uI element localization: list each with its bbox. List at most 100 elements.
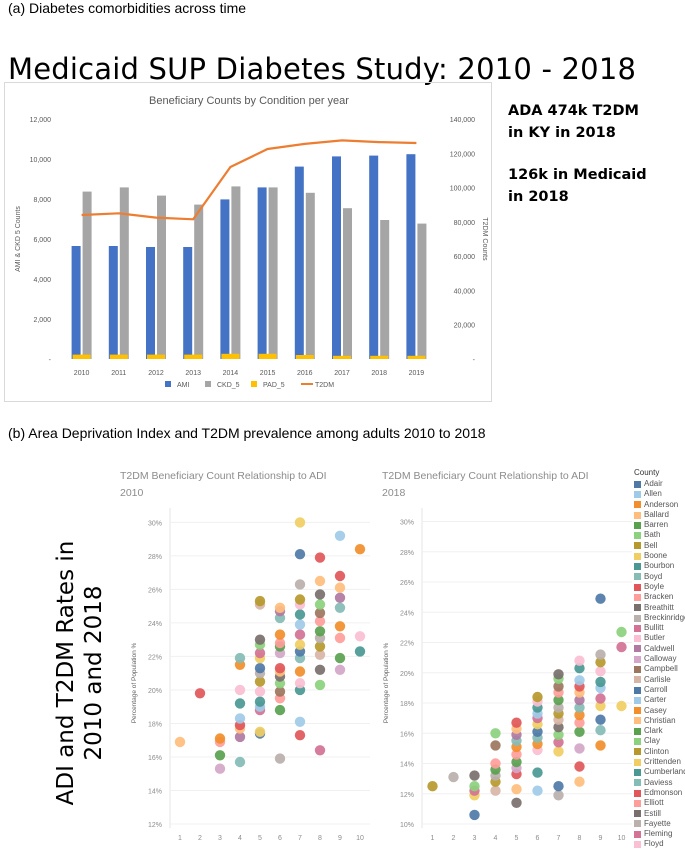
legend-swatch (634, 552, 641, 560)
scatter-point (532, 726, 543, 737)
legend-label: PAD_5 (263, 382, 285, 389)
scatter-point (490, 758, 501, 769)
scatter-x-tick: 5 (515, 835, 519, 842)
legend-label: CKD_5 (217, 382, 240, 389)
legend-item: Bath (634, 530, 684, 540)
legend-label: Butler (644, 633, 665, 643)
scatter-x-tick: 6 (278, 835, 282, 842)
legend-swatch (634, 593, 641, 601)
scatter-point (254, 696, 266, 707)
legend-item: Breckinridge (634, 613, 685, 623)
legend-swatch (634, 779, 641, 787)
scatter-point (274, 686, 286, 697)
scatter-panel-2010: T2DM Beneficiary Count Relationship to A… (120, 470, 370, 842)
legend-item: Casey (634, 706, 684, 716)
bar-pad5-2012 (147, 354, 165, 359)
legend-swatch (634, 645, 641, 653)
legend-swatch (634, 758, 641, 766)
scatter-point (334, 652, 346, 664)
scatter-y-tick: 26% (148, 587, 162, 594)
legend-item: Boone (634, 551, 684, 561)
legend-swatch (634, 810, 641, 818)
scatter-point (595, 649, 606, 660)
scatter-point (334, 582, 346, 593)
combo-chart: Beneficiary Counts by Condition per year… (15, 95, 488, 389)
legend-item: Elliott (634, 798, 684, 808)
bar-ami-2010 (71, 246, 81, 359)
scatter-point (274, 753, 286, 764)
legend-swatch (634, 717, 641, 725)
scatter-x-tick: 10 (356, 835, 364, 842)
legend-label: Bath (644, 530, 661, 540)
y2-tick-label: 120,000 (450, 151, 475, 158)
scatter-point (574, 761, 585, 772)
legend-label: Estill (644, 808, 661, 818)
scatter-point (314, 679, 326, 691)
legend-label: Crittenden (644, 757, 681, 767)
scatter-x-tick: 8 (578, 835, 582, 842)
legend-item: Adair (634, 479, 684, 489)
scatter-point (254, 663, 266, 674)
scatter-point (574, 655, 585, 666)
scatter-y-tick: 30% (400, 520, 414, 527)
legend-swatch (634, 707, 641, 715)
x-tick-label: 2017 (334, 370, 350, 377)
legend-label: Fayette (644, 818, 671, 828)
scatter-point (294, 549, 306, 560)
scatter-point (254, 686, 266, 697)
legend-item: Crittenden (634, 757, 684, 767)
scatter-x-tick: 6 (536, 835, 540, 842)
bar-ckd5-2016 (305, 192, 315, 359)
scatter-point (294, 716, 306, 727)
scatter-y-tick: 30% (148, 520, 162, 527)
y2-tick-label: 40,000 (454, 288, 476, 295)
y-tick-label: 12,000 (30, 117, 52, 124)
scatter-point (553, 729, 564, 740)
legend-item: Boyle (634, 582, 684, 592)
scatter-point (254, 595, 266, 607)
scatter-point (511, 784, 522, 795)
legend-item: Carroll (634, 685, 684, 695)
bar-ami-2013 (183, 247, 193, 359)
bar-ckd5-2011 (119, 187, 129, 359)
legend-label: Casey (644, 705, 667, 715)
scatter-point (511, 756, 522, 768)
y2-tick-label: 20,000 (454, 323, 476, 330)
legend-swatch (634, 624, 641, 632)
legend-swatch (634, 686, 641, 694)
legend-swatch (634, 480, 641, 488)
scatter-point (553, 702, 564, 713)
legend-item: Caldwell (634, 644, 684, 654)
legend-item: Boyd (634, 572, 684, 582)
bar-ckd5-2018 (380, 220, 390, 359)
scatter-point (234, 731, 246, 743)
scatter-point (553, 781, 564, 792)
legend-label: Campbell (644, 664, 678, 674)
scatter-point (214, 763, 226, 774)
scatter-point (314, 616, 326, 627)
scatter-point (427, 781, 438, 792)
scatter-point (294, 629, 306, 640)
scatter-point (469, 781, 480, 792)
legend-swatch (634, 511, 641, 519)
scatter-point (616, 626, 627, 638)
legend-swatch (634, 521, 641, 529)
legend-item: Floyd (634, 839, 684, 849)
scatter-point (574, 675, 585, 686)
scatter-point (234, 756, 246, 768)
scatter-point (574, 743, 585, 754)
panel-a-label: (a) Diabetes comorbidities across time (8, 0, 247, 16)
scatter-point (274, 704, 286, 716)
scatter-point (553, 737, 564, 748)
scatter-point (294, 594, 306, 605)
legend-item: Bullitt (634, 623, 684, 633)
legend-swatch (634, 583, 641, 591)
scatter-point (532, 691, 543, 703)
y-tick-label: 4,000 (33, 277, 51, 284)
legend-label: Christian (644, 715, 676, 725)
legend-swatch (634, 727, 641, 735)
scatter-point (595, 657, 606, 668)
legend-item: Allen (634, 489, 684, 499)
legend-item: Anderson (634, 500, 684, 510)
scatter-point (616, 700, 627, 712)
